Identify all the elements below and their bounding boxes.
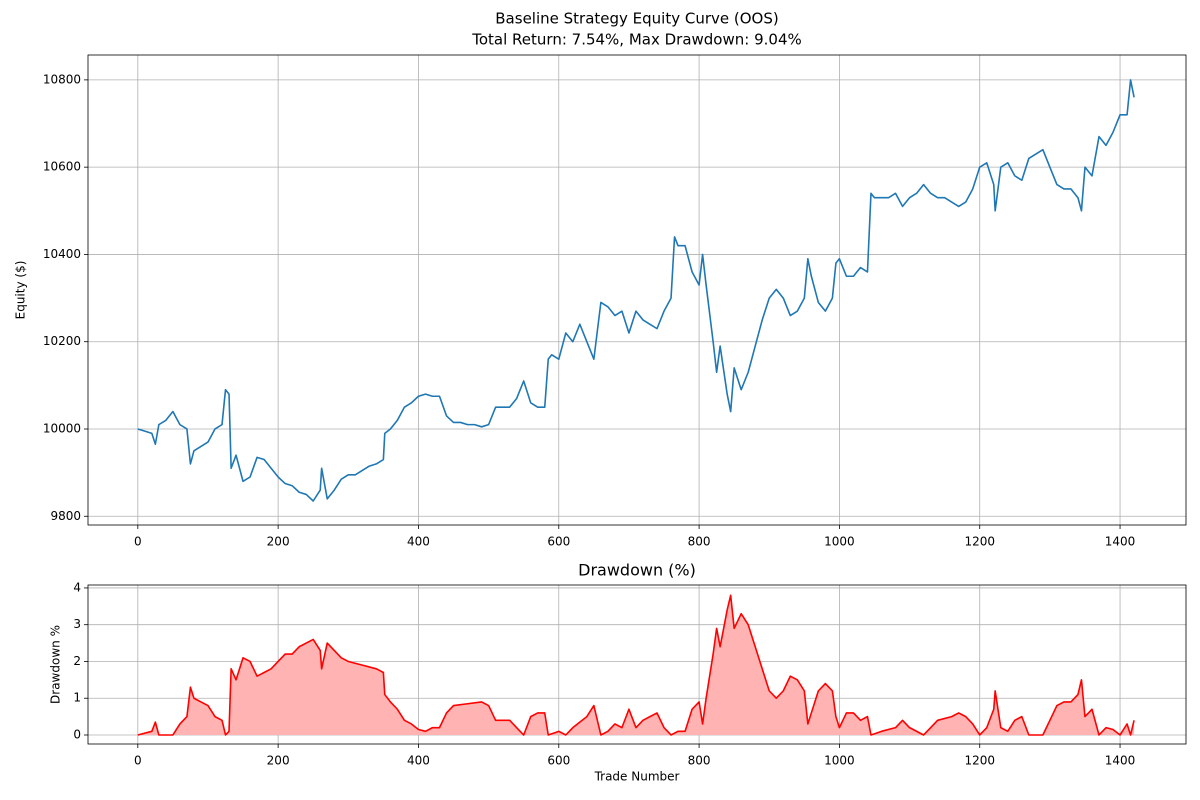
- chart-title: Baseline Strategy Equity Curve (OOS): [495, 10, 778, 28]
- x-tick-label: 1200: [964, 754, 995, 768]
- x-tick-label: 200: [267, 535, 290, 549]
- y-tick-label: 2: [73, 654, 81, 668]
- x-tick-label: 600: [547, 754, 570, 768]
- y-tick-label: 10000: [43, 421, 81, 435]
- x-tick-label: 0: [134, 754, 142, 768]
- y-tick-label: 4: [73, 580, 81, 594]
- x-tick-label: 400: [407, 754, 430, 768]
- chart-title: Drawdown (%): [578, 561, 696, 580]
- y-tick-label: 0: [73, 727, 81, 741]
- axes-frame: [87, 54, 1187, 526]
- y-axis-label: Drawdown %: [49, 625, 63, 704]
- x-tick-label: 1400: [1105, 754, 1136, 768]
- x-tick-label: 0: [134, 535, 142, 549]
- y-axis-label: Equity ($): [14, 261, 28, 320]
- x-tick-label: 1200: [964, 535, 995, 549]
- x-tick-label: 1400: [1105, 535, 1136, 549]
- x-tick-label: 1000: [824, 754, 855, 768]
- axes-frame: [87, 584, 1187, 745]
- y-tick-label: 10200: [43, 334, 81, 348]
- y-tick-label: 9800: [50, 509, 81, 523]
- drawdown-area: [137, 595, 1135, 735]
- chart-subtitle: Total Return: 7.54%, Max Drawdown: 9.04%: [471, 31, 802, 49]
- y-tick-label: 3: [73, 617, 81, 631]
- x-tick-label: 200: [267, 754, 290, 768]
- y-tick-label: 1: [73, 691, 81, 705]
- x-tick-label: 400: [407, 535, 430, 549]
- x-tick-label: 1000: [824, 535, 855, 549]
- drawdown-line: [137, 594, 1135, 736]
- x-axis-label: Trade Number: [594, 770, 680, 784]
- y-tick-label: 10600: [43, 160, 81, 174]
- y-tick-label: 10400: [43, 247, 81, 261]
- y-tick-label: 10800: [43, 72, 81, 86]
- x-tick-label: 800: [688, 754, 711, 768]
- x-tick-label: 600: [547, 535, 570, 549]
- equity-line: [137, 79, 1135, 502]
- x-tick-label: 800: [688, 535, 711, 549]
